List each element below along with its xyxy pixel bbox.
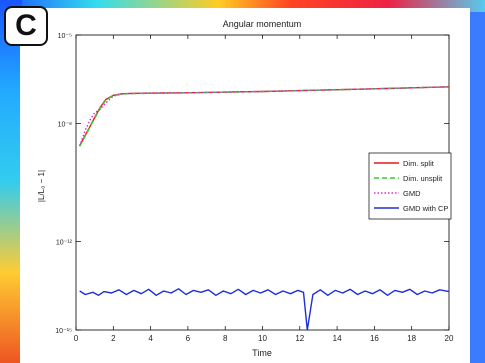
legend-label-1: Dim. unsplit (403, 174, 443, 183)
legend-label-3: GMD with CP (403, 204, 448, 213)
panel-label: C (4, 6, 48, 46)
x-tick-label-5: 10 (258, 334, 267, 343)
x-tick-label-6: 12 (295, 334, 304, 343)
y-tick-label-0: 10⁻¹⁵ (55, 328, 72, 335)
y-tick-label-3: 10⁻⁵ (58, 33, 72, 40)
x-tick-label-10: 20 (445, 334, 454, 343)
x-tick-label-9: 18 (407, 334, 416, 343)
legend-label-0: Dim. split (403, 159, 435, 168)
x-tick-label-8: 16 (370, 334, 379, 343)
series-line-3 (79, 288, 450, 331)
x-axis-label: Time (252, 348, 272, 358)
y-axis-label: |L/L₀ − 1| (37, 170, 46, 202)
x-tick-label-0: 0 (74, 334, 79, 343)
chart-title: Angular momentum (223, 19, 302, 29)
series-line-2 (79, 86, 450, 147)
x-tick-label-1: 2 (111, 334, 116, 343)
legend-label-2: GMD (403, 189, 421, 198)
x-tick-label-3: 6 (186, 334, 191, 343)
x-tick-label-4: 8 (223, 334, 228, 343)
x-tick-label-7: 14 (333, 334, 342, 343)
x-tick-label-2: 4 (148, 334, 153, 343)
series-line-1 (79, 86, 450, 147)
y-tick-label-2: 10⁻⁸ (58, 122, 72, 129)
y-tick-label-1: 10⁻¹² (56, 240, 73, 247)
